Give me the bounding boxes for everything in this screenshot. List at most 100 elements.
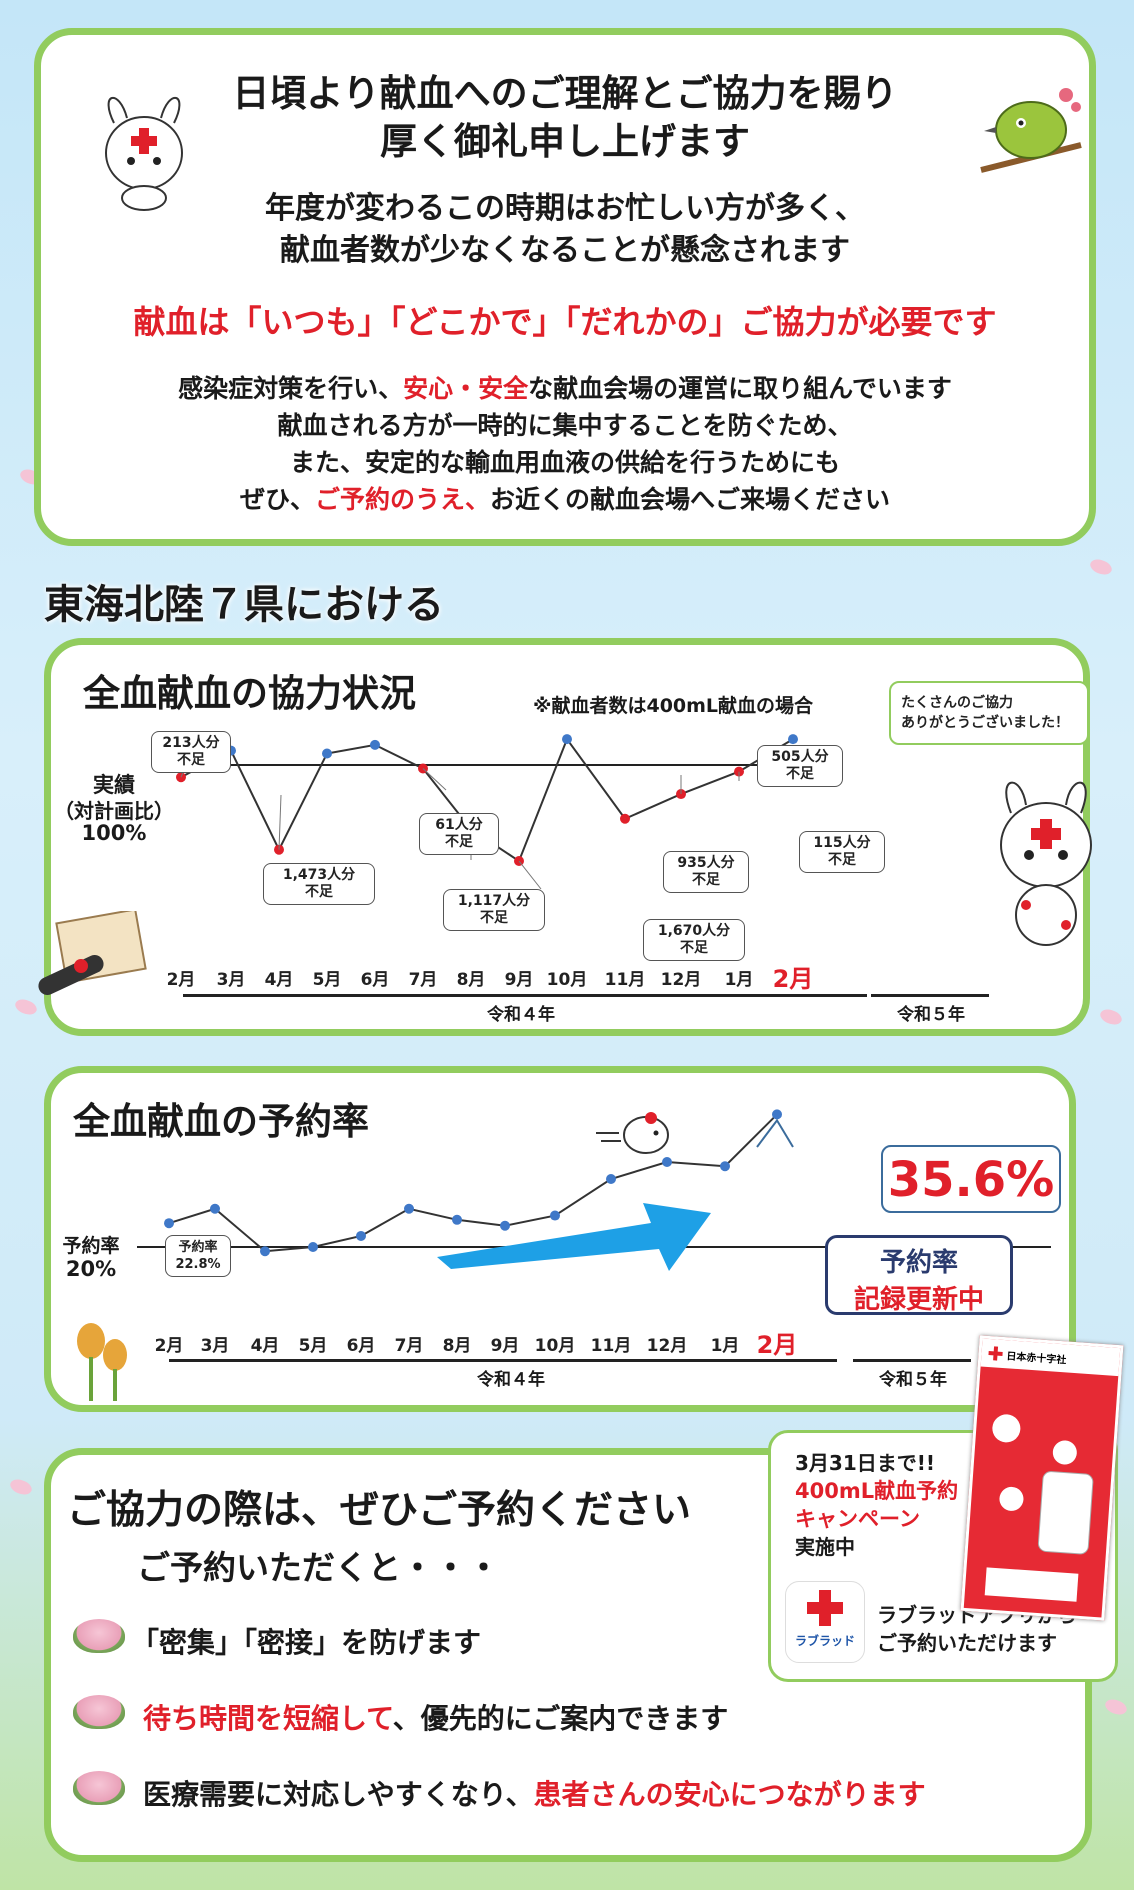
bubble-pointer <box>422 768 447 791</box>
red-cross-icon <box>807 1590 843 1626</box>
diploma-illustration <box>38 911 147 995</box>
r-era2-underline <box>853 1359 971 1362</box>
data-point <box>500 1220 510 1231</box>
reservation-line-chart <box>137 1109 1051 1271</box>
bubble-pointer <box>518 860 542 890</box>
data-point <box>164 1218 174 1229</box>
intro-paragraph-3: また、安定的な輸血用血液の供給を行うためにも <box>289 448 840 477</box>
data-point <box>734 766 744 777</box>
bubble-dec: 505人分 不足 <box>757 745 843 787</box>
month-label: 6月 <box>360 970 390 990</box>
intro-paragraph-4: ぜひ、ご予約のうえ、お近くの献血会場へご来場ください <box>41 480 1089 516</box>
campaign-app-line2: ご予約いただけます <box>877 1631 1057 1655</box>
data-point <box>788 734 798 745</box>
data-point <box>260 1246 270 1257</box>
month-label: 8月 <box>442 1336 472 1356</box>
bird-illustration <box>980 88 1082 173</box>
month-label: 7月 <box>394 1336 424 1356</box>
intro-p1-red: 安心・安全 <box>403 374 529 403</box>
flyer-keychain-illustration <box>984 1414 1094 1602</box>
flyer-header: 日本赤十字社 <box>980 1338 1121 1377</box>
intro-sub-line1: 年度が変わるこの時期はお忙しい方が多く、 <box>265 191 865 226</box>
reservation-baseline-label2: 20% <box>65 1257 117 1281</box>
month-label: 2月 <box>756 1331 798 1359</box>
month-label: 4月 <box>250 1336 280 1356</box>
sakura-mochi-icon-2 <box>73 1695 125 1729</box>
campaign-deadline: 3月31日まで!! <box>795 1451 935 1475</box>
intro-paragraph-2: 献血される方が一時的に集中することを防ぐため、 <box>277 411 853 440</box>
record-update-box: 予約率 記録更新中 <box>825 1235 1013 1315</box>
app-logo-text: ラブラッド <box>794 1634 855 1648</box>
data-point <box>720 1161 730 1172</box>
month-label: 5月 <box>312 970 342 990</box>
month-label: 1月 <box>724 970 754 990</box>
bubble-jul: 61人分 不足 <box>419 813 499 855</box>
labloodapp-logo[interactable]: ラブラッド <box>785 1581 865 1663</box>
intro-p1-b: な献血会場の運営に取り組んでいます <box>528 374 952 403</box>
intro-card: 日頃より献血へのご理解とご協力を賜り 厚く御礼申し上げます 年度が変わるこの時期… <box>34 28 1096 546</box>
cooperation-era2: 令和５年 <box>897 1005 965 1025</box>
intro-p4-b: お近くの献血会場へご来場ください <box>490 485 891 514</box>
appeal-bullet-3-text: 医療需要に対応しやすくなり、 <box>143 1778 534 1811</box>
month-label: 8月 <box>456 970 486 990</box>
rising-arrow-icon <box>437 1203 711 1271</box>
r-era1-underline <box>169 1359 837 1362</box>
month-label: 10月 <box>546 970 588 990</box>
era2-underline <box>871 994 989 997</box>
data-point <box>662 1157 672 1167</box>
month-label: 12月 <box>660 970 702 990</box>
baseline-label-line3: 100% <box>81 821 147 845</box>
cooperation-chart-note: ※献血者数は400mL献血の場合 <box>533 695 814 717</box>
intro-title-line2: 厚く御礼申し上げます <box>380 120 750 163</box>
data-point <box>274 844 284 855</box>
intro-p1-a: 感染症対策を行い、 <box>178 374 404 403</box>
appeal-bullet-2-text: 、優先的にご案内できます <box>392 1702 729 1735</box>
red-cross-icon <box>988 1346 1003 1361</box>
data-point <box>772 1109 782 1120</box>
month-label: 2月 <box>772 965 814 993</box>
thanks-line1: たくさんのご協力 <box>901 695 1013 711</box>
sakura-mochi-icon-3 <box>73 1771 125 1805</box>
month-label: 2月 <box>166 970 196 990</box>
mascot-kenketsu-chan <box>105 97 183 211</box>
sakura-mochi-icon-1 <box>73 1619 125 1653</box>
region-heading: 東海北陸７県における <box>44 582 444 628</box>
era1-underline <box>183 994 867 997</box>
month-label: 9月 <box>490 1336 520 1356</box>
intro-red-line: 献血は「いつも」「どこかで」「だれかの」ご協力が必要です <box>133 303 997 341</box>
intro-title-line1: 日頃より献血へのご理解とご協力を賜り <box>232 72 898 115</box>
campaign-status: 実施中 <box>795 1535 855 1559</box>
reservation-start-bubble: 予約率 22.8% <box>165 1235 231 1277</box>
bubble-jan: 115人分 不足 <box>799 831 885 873</box>
bubble-apr: 1,473人分 不足 <box>263 863 375 905</box>
month-label: 2月 <box>154 1336 184 1356</box>
data-point <box>370 739 380 750</box>
cooperation-era1: 令和４年 <box>487 1005 555 1025</box>
campaign-name-1: 400mL献血予約 <box>795 1479 959 1503</box>
appeal-title: ご協力の際は、ぜひご予約ください <box>67 1488 692 1533</box>
bubble-feb: 213人分 不足 <box>151 731 231 773</box>
bubble-pointer <box>278 794 282 850</box>
cooperation-chart-title: 全血献血の協力状況 <box>83 672 416 715</box>
data-point <box>322 748 332 759</box>
month-label: 6月 <box>346 1336 376 1356</box>
campaign-flyer: 日本赤十字社 <box>960 1335 1124 1621</box>
data-point <box>210 1203 220 1214</box>
data-point <box>606 1174 616 1184</box>
month-label: 11月 <box>590 1336 632 1356</box>
campaign-name-2: キャンペーン <box>795 1507 920 1531</box>
month-label: 3月 <box>200 1336 230 1356</box>
data-point <box>452 1214 462 1225</box>
data-point <box>550 1210 560 1221</box>
intro-sub-line2: 献血者数が少なくなることが懸念されます <box>280 233 850 268</box>
reservation-era2: 令和５年 <box>879 1370 947 1390</box>
appeal-bullet-2: 待ち時間を短縮して、優先的にご案内できます <box>143 1697 728 1737</box>
month-label: 11月 <box>604 970 646 990</box>
bubble-sep: 1,670人分 不足 <box>643 919 745 961</box>
data-point <box>562 734 572 745</box>
plant-illustration <box>77 1323 127 1401</box>
flying-bird-icon <box>596 1112 669 1154</box>
cooperation-chart-card: 全血献血の協力状況 ※献血者数は400mL献血の場合 実績 （対計画比） 100… <box>38 638 1092 1036</box>
month-label: 9月 <box>504 970 534 990</box>
reservation-big-value: 35.6% <box>881 1145 1061 1213</box>
